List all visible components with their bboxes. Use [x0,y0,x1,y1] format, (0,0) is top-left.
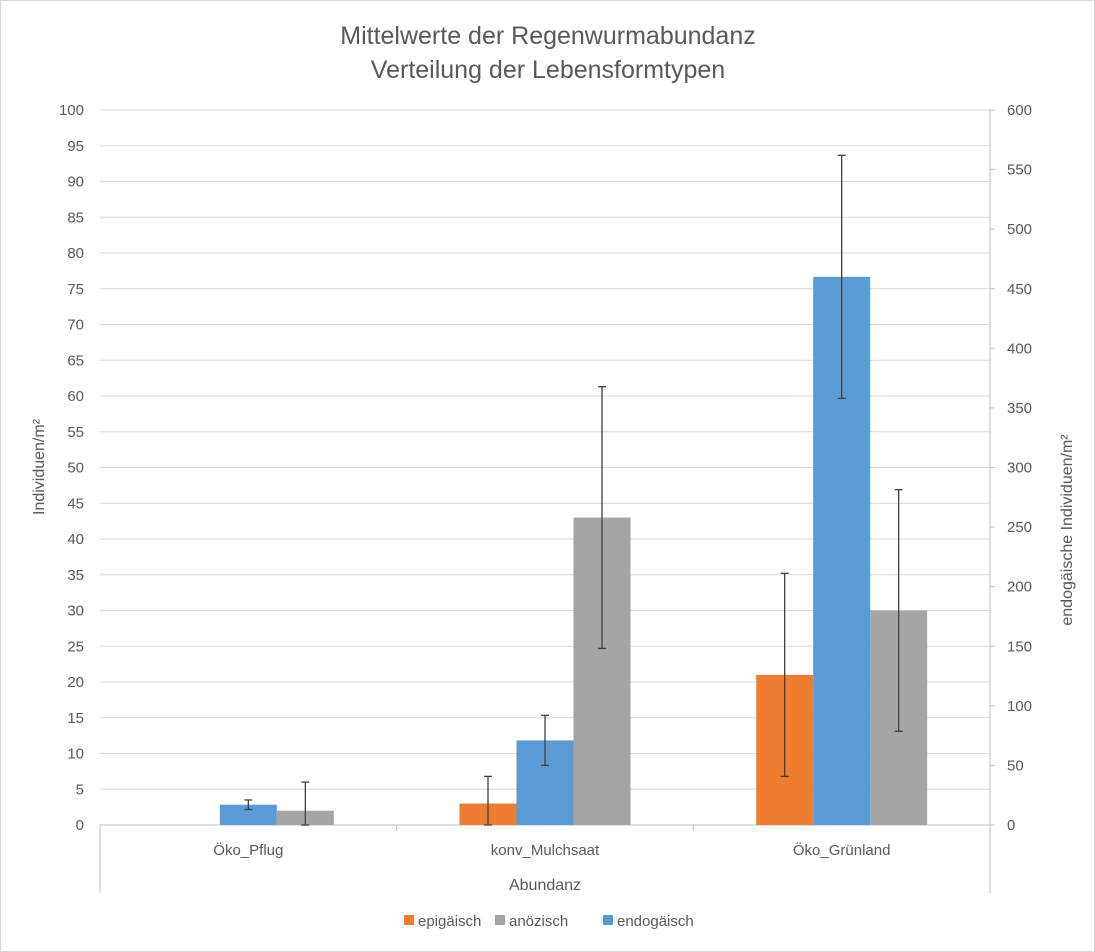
bars [219,276,928,825]
legend-swatch [495,915,505,925]
error-bars [244,154,903,826]
legend-swatch [404,915,414,925]
y-tick-label: 25 [67,638,84,655]
y-tick-label: 90 [67,174,84,191]
y2-tick-label: 200 [1007,579,1032,596]
chart-title: Mittelwerte der Regenwurmabundanz Vertei… [340,22,756,84]
y2-axis-ticks: 0 50 100 150 200 250 300 350 400 450 500 550 600 [1007,102,1032,834]
y2-tick-label: 300 [1007,460,1032,477]
y-tick-label: 0 [76,817,84,834]
y-tick-label: 10 [67,746,84,763]
y-tick-label: 95 [67,138,84,155]
y2-axis-label: endogäische Individuen/m² [1059,434,1076,626]
x-axis-categories: Öko_Pflug konv_Mulchsaat Öko_Grünland [213,841,890,859]
chart-title-line-1: Mittelwerte der Regenwurmabundanz [340,22,756,50]
y-tick-label: 65 [67,352,84,369]
y2-tick-label: 250 [1007,519,1032,536]
y-tick-label: 30 [67,603,84,620]
y-tick-label: 70 [67,317,84,334]
y-tick-label: 35 [67,567,84,584]
chart-title-line-2: Verteilung der Lebensformtypen [371,56,725,84]
y2-tick-label: 50 [1007,757,1024,774]
y2-tick-label: 600 [1007,102,1032,119]
y2-tick-label: 0 [1007,817,1015,834]
x-axis-label: Abundanz [509,877,581,894]
y-tick-label: 85 [67,209,84,226]
y-tick-label: 55 [67,424,84,441]
y-tick-label: 5 [76,781,84,798]
y2-tick-label: 100 [1007,698,1032,715]
y-tick-label: 20 [67,674,84,691]
y-tick-label: 75 [67,281,84,298]
y-axis-label: Individuen/m² [31,418,48,515]
legend-swatch [603,915,613,925]
category-label: konv_Mulchsaat [491,842,600,859]
y-tick-label: 45 [67,495,84,512]
y-tick-label: 50 [67,460,84,477]
y2-tick-label: 550 [1007,162,1032,179]
legend-label: anözisch [509,913,568,930]
y-tick-label: 100 [59,102,84,119]
y2-tick-label: 500 [1007,221,1032,238]
y-tick-label: 15 [67,710,84,727]
y2-tick-label: 150 [1007,638,1032,655]
y2-tick-label: 400 [1007,340,1032,357]
y2-tick-label: 450 [1007,281,1032,298]
category-label: Öko_Grünland [793,841,891,859]
y-tick-label: 80 [67,245,84,262]
y-tick-label: 40 [67,531,84,548]
y-tick-label: 60 [67,388,84,405]
legend-label: endogäisch [617,913,694,930]
legend-label: epigäisch [418,913,481,930]
bar-endogäisch [219,804,277,825]
y2-tick-label: 350 [1007,400,1032,417]
category-label: Öko_Pflug [213,841,283,859]
y-axis-ticks: 0 5 10 15 20 25 30 35 40 45 50 55 60 65 70 75 80 85 90 95 10… [59,102,84,834]
legend: epigäisch anözisch endogäisch [404,913,694,930]
